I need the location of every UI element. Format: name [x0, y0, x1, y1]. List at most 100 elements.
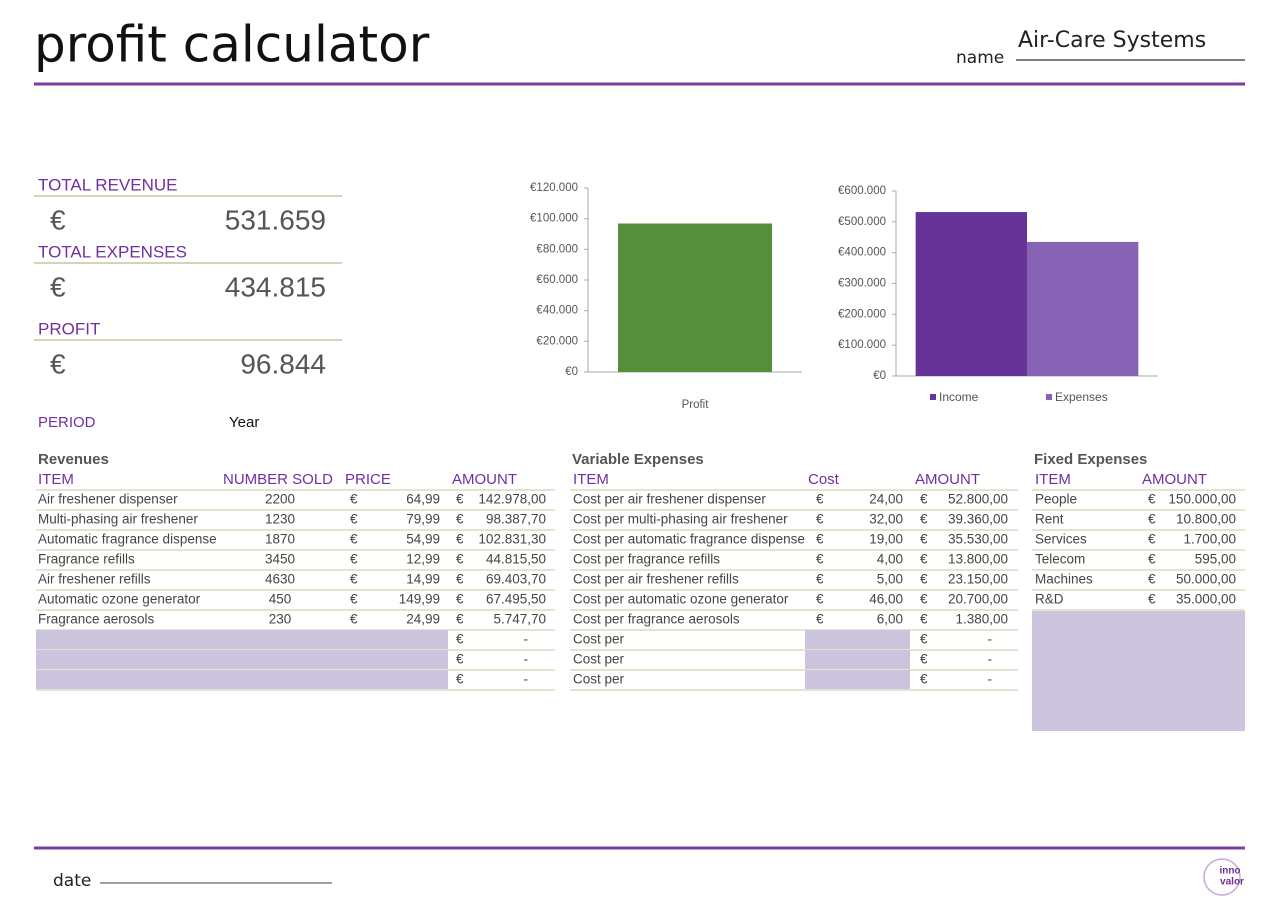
summary-label: PROFIT	[38, 319, 100, 338]
cell: Telecom	[1035, 552, 1085, 567]
column-header: PRICE	[345, 471, 391, 488]
summary-value: 434.815	[225, 271, 326, 302]
cell: Multi-phasing air freshener	[38, 512, 198, 527]
table-title: Variable Expenses	[572, 451, 704, 468]
cell: €	[920, 572, 928, 587]
cell: 450	[269, 592, 292, 607]
cell: Cost per automatic ozone generator	[573, 592, 789, 607]
name-label: name	[956, 48, 1004, 68]
column-header: NUMBER SOLD	[223, 471, 333, 488]
page-title: profit calculator	[34, 16, 430, 74]
cell: Cost per fragrance refills	[573, 552, 720, 567]
cell: Cost per	[573, 672, 625, 687]
legend-swatch	[1046, 394, 1052, 400]
cell: Fragrance refills	[38, 552, 135, 567]
cell: Cost per multi-phasing air freshener	[573, 512, 788, 527]
cell: Fragrance aerosols	[38, 612, 155, 627]
cell: €	[1148, 532, 1156, 547]
blank-rows	[1032, 611, 1245, 731]
y-tick-label: €80.000	[536, 243, 578, 255]
cell: 32,00	[869, 512, 903, 527]
cell: €	[920, 532, 928, 547]
cell: €	[920, 512, 928, 527]
cell: 230	[269, 612, 292, 627]
cell: -	[524, 652, 529, 667]
cell: Rent	[1035, 512, 1064, 527]
cell: €	[1148, 492, 1156, 507]
y-tick-label: €40.000	[536, 305, 578, 317]
table-title: Fixed Expenses	[1034, 451, 1147, 468]
cell: €	[456, 552, 464, 567]
cell: 1870	[265, 532, 295, 547]
cell: 12,99	[406, 552, 440, 567]
cell: 67.495,50	[486, 592, 546, 607]
blank-cell	[805, 630, 910, 649]
cell: 10.800,00	[1176, 512, 1236, 527]
cell: €	[816, 492, 824, 507]
cell: €	[350, 492, 358, 507]
cell: €	[920, 632, 928, 647]
cell: 20.700,00	[948, 592, 1008, 607]
cell: €	[456, 512, 464, 527]
bar	[617, 223, 773, 372]
y-tick-label: €200.000	[838, 308, 886, 320]
cell: Cost per	[573, 652, 625, 667]
summary-currency: €	[50, 204, 66, 235]
bar	[1027, 241, 1139, 376]
cell: €	[456, 572, 464, 587]
cell: €	[1148, 512, 1156, 527]
legend-label: Income	[939, 390, 979, 404]
cell: 149,99	[399, 592, 440, 607]
y-tick-label: €100.000	[530, 213, 578, 225]
legend-label: Expenses	[1055, 390, 1108, 404]
blank-cell	[36, 670, 448, 689]
cell: 24,99	[406, 612, 440, 627]
period-label: PERIOD	[38, 414, 96, 431]
cell: €	[816, 592, 824, 607]
cell: 5,00	[877, 572, 903, 587]
cell: Cost per automatic fragrance dispense	[573, 532, 805, 547]
logo-text: inno	[1219, 866, 1240, 877]
y-tick-label: €20.000	[536, 335, 578, 347]
cell: €	[816, 512, 824, 527]
column-header: AMOUNT	[1142, 471, 1207, 488]
column-header: ITEM	[1035, 471, 1071, 488]
cell: 4630	[265, 572, 295, 587]
legend-swatch	[930, 394, 936, 400]
y-tick-label: €0	[565, 366, 578, 378]
cell: €	[456, 592, 464, 607]
cell: €	[816, 532, 824, 547]
cell: 2200	[265, 492, 295, 507]
y-tick-label: €0	[873, 370, 886, 382]
y-tick-label: €400.000	[838, 247, 886, 259]
y-tick-label: €600.000	[838, 185, 886, 197]
cell: -	[988, 672, 993, 687]
table-title: Revenues	[38, 451, 109, 468]
cell: 1.380,00	[955, 612, 1008, 627]
cell: 35.000,00	[1176, 592, 1236, 607]
cell: €	[350, 572, 358, 587]
summary-value: 96.844	[240, 348, 326, 379]
cell: 50.000,00	[1176, 572, 1236, 587]
cell: Air freshener dispenser	[38, 492, 178, 507]
cell: €	[350, 612, 358, 627]
cell: 24,00	[869, 492, 903, 507]
cell: €	[456, 612, 464, 627]
bar	[915, 212, 1027, 376]
cell: 4,00	[877, 552, 903, 567]
column-header: ITEM	[38, 471, 74, 488]
column-header: ITEM	[573, 471, 609, 488]
y-tick-label: €100.000	[838, 339, 886, 351]
period-value: Year	[229, 414, 259, 431]
cell: 595,00	[1195, 552, 1236, 567]
cell: 142.978,00	[478, 492, 546, 507]
cell: 14,99	[406, 572, 440, 587]
cell: €	[816, 552, 824, 567]
blank-cell	[36, 650, 448, 669]
cell: 23.150,00	[948, 572, 1008, 587]
column-header: AMOUNT	[452, 471, 517, 488]
cell: Cost per	[573, 632, 625, 647]
cell: 150.000,00	[1168, 492, 1236, 507]
cell: €	[920, 652, 928, 667]
cell: -	[988, 652, 993, 667]
